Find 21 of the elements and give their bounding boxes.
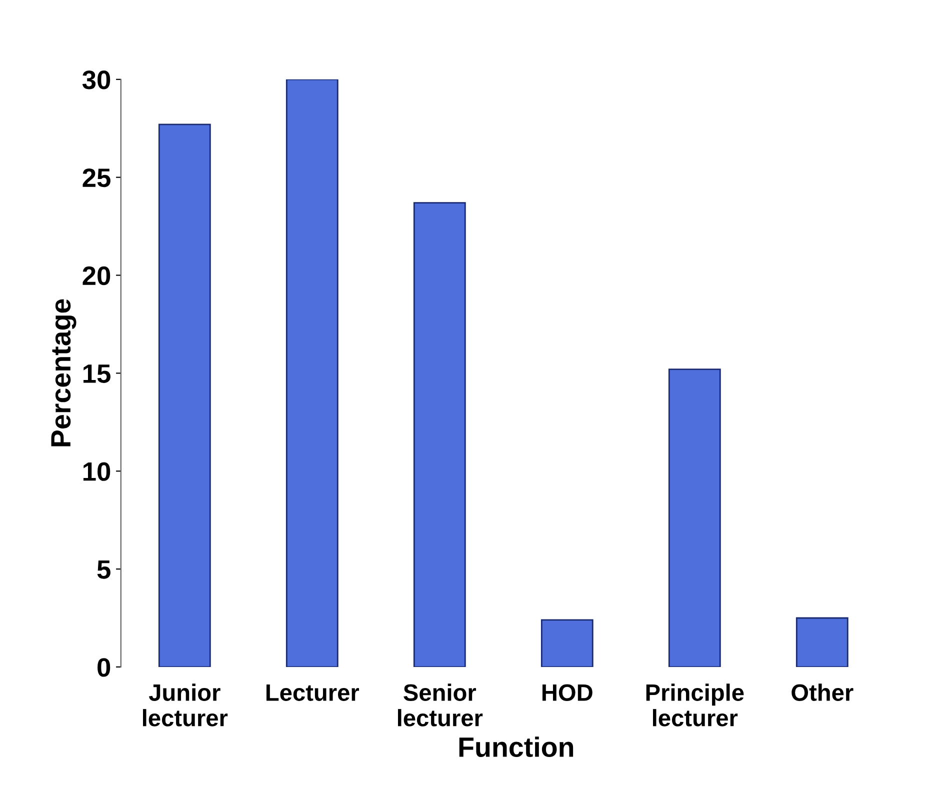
x-tick-label: Senior lecturer	[398, 684, 483, 726]
x-tick-label: Lecturer	[266, 684, 360, 701]
bar	[158, 124, 211, 667]
y-tick-label: 30	[82, 70, 110, 90]
x-tick-label: HOD	[542, 684, 592, 701]
y-tick-label: 0	[98, 658, 110, 677]
y-tick-label: 15	[83, 364, 110, 383]
y-axis-title: Percentage	[51, 299, 76, 446]
bar	[286, 79, 338, 667]
bar	[668, 368, 721, 667]
bar	[540, 619, 594, 667]
x-tick-label: Junior lecturer	[142, 684, 228, 726]
x-axis-title: Function	[459, 736, 574, 758]
y-tick-label: 25	[82, 168, 110, 188]
y-tick-label: 5	[97, 560, 110, 579]
y-tick-label: 20	[82, 266, 110, 286]
y-tick-label: 10	[83, 462, 110, 481]
x-tick-label: Other	[792, 684, 854, 701]
bar	[796, 617, 848, 667]
bar	[413, 202, 466, 667]
x-tick-label: Principle lecturer	[646, 684, 744, 726]
